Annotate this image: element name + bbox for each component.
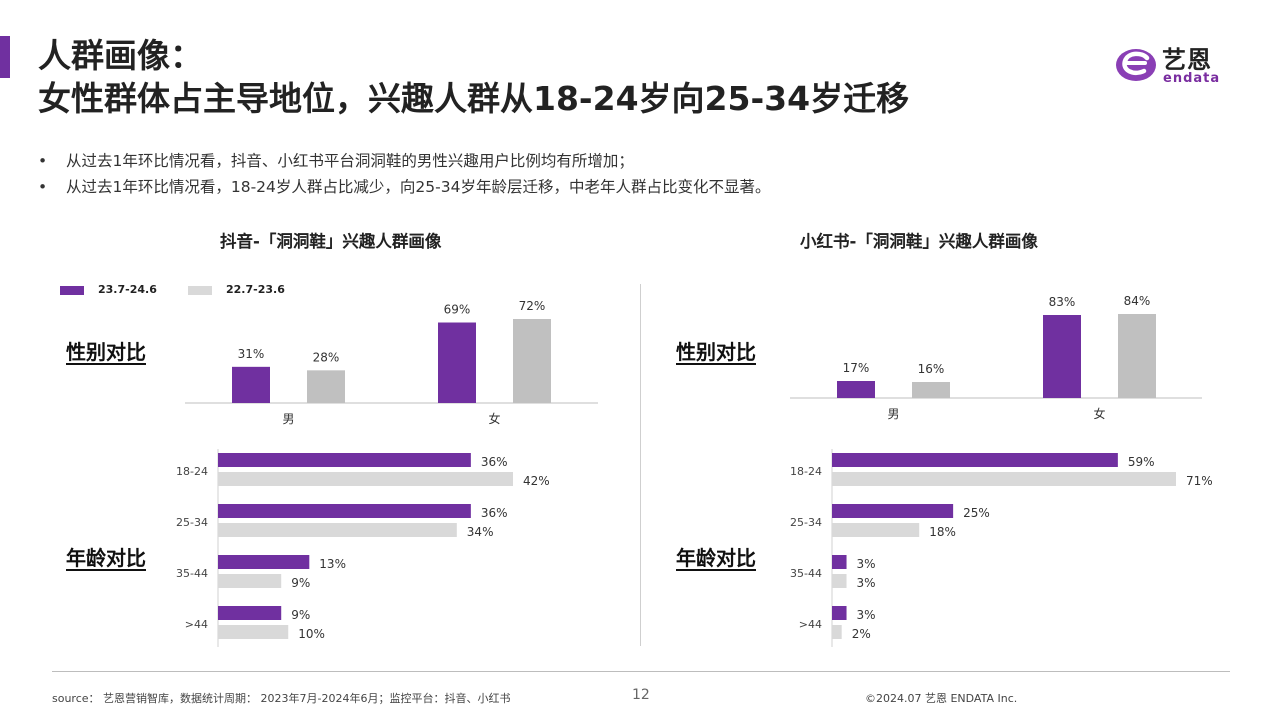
douyin-age-bar	[218, 574, 282, 588]
douyin-gender-bar	[232, 366, 270, 403]
xiaohongshu-gender-category-label: 男	[887, 407, 899, 421]
douyin-gender-category-label: 女	[488, 411, 500, 426]
xiaohongshu-age-category-label: 18-24	[790, 465, 822, 478]
endata-logo: 艺恩 endata	[1114, 40, 1244, 90]
douyin-gender-section-label: 性别对比	[66, 340, 146, 364]
xiaohongshu-gender-bar	[1043, 315, 1081, 398]
douyin-age-bar	[218, 606, 282, 620]
douyin-age-bar	[218, 504, 471, 518]
xiaohongshu-age-data-label: 2%	[852, 627, 871, 641]
douyin-age-section-label: 年龄对比	[66, 546, 146, 570]
endata-e-logo-icon	[1116, 49, 1156, 81]
xiaohongshu-age-bar	[832, 574, 847, 588]
xiaohongshu-age-bar	[832, 453, 1118, 467]
douyin-age-data-label: 10%	[298, 627, 325, 641]
footer-copyright: ©2024.07 艺恩 ENDATA Inc.	[865, 692, 1018, 705]
logo-english-name: endata	[1163, 71, 1221, 86]
xiaohongshu-age-data-label: 3%	[857, 608, 876, 622]
xiaohongshu-gender-bar	[837, 381, 875, 398]
douyin-gender-data-label: 72%	[519, 299, 546, 313]
xiaohongshu-gender-bar	[1118, 314, 1156, 398]
xiaohongshu-gender-data-label: 83%	[1049, 295, 1076, 309]
douyin-age-category-label: 18-24	[176, 465, 208, 478]
xiaohongshu-age-bar	[832, 606, 847, 620]
xiaohongshu-age-data-label: 3%	[857, 576, 876, 590]
douyin-age-data-label: 9%	[291, 576, 310, 590]
xiaohongshu-chart-title: 小红书-「洞洞鞋」兴趣人群画像	[800, 232, 1038, 251]
xiaohongshu-age-category-label: >44	[799, 618, 822, 631]
legend-label-previous: 22.7-23.6	[226, 283, 285, 296]
title-accent-bar	[0, 36, 10, 78]
douyin-gender-bar	[513, 319, 551, 403]
xiaohongshu-age-category-label: 35-44	[790, 567, 822, 580]
page-title-line2: 女性群体占主导地位，兴趣人群从18-24岁向25-34岁迁移	[38, 79, 910, 118]
list-item: • 从过去1年环比情况看，抖音、小红书平台洞洞鞋的男性兴趣用户比例均有所增加；	[38, 148, 770, 174]
douyin-gender-bar	[307, 370, 345, 403]
xiaohongshu-age-bar	[832, 625, 842, 639]
xiaohongshu-gender-section-label: 性别对比	[676, 340, 756, 364]
douyin-age-category-label: 35-44	[176, 567, 208, 580]
legend-item-current: 23.7-24.6	[60, 283, 157, 296]
list-item: • 从过去1年环比情况看，18-24岁人群占比减少，向25-34岁年龄层迁移，中老…	[38, 174, 770, 200]
douyin-chart-title: 抖音-「洞洞鞋」兴趣人群画像	[220, 232, 442, 251]
douyin-age-bar	[218, 555, 310, 569]
xiaohongshu-age-category-label: 25-34	[790, 516, 822, 529]
xiaohongshu-gender-data-label: 17%	[843, 361, 870, 375]
bullet-text: 从过去1年环比情况看，18-24岁人群占比减少，向25-34岁年龄层迁移，中老年…	[66, 178, 771, 196]
douyin-gender-bar	[438, 322, 476, 403]
douyin-age-category-label: 25-34	[176, 516, 208, 529]
xiaohongshu-age-bar	[832, 504, 954, 518]
douyin-gender-category-label: 男	[282, 412, 294, 426]
douyin-age-bar	[218, 453, 471, 467]
xiaohongshu-age-data-label: 25%	[963, 506, 990, 520]
xiaohongshu-gender-category-label: 女	[1093, 406, 1105, 421]
xiaohongshu-age-data-label: 3%	[857, 557, 876, 571]
bullet-dot: •	[38, 152, 48, 170]
xiaohongshu-age-data-label: 71%	[1186, 474, 1213, 488]
douyin-age-bar	[218, 472, 513, 486]
douyin-age-data-label: 13%	[319, 557, 346, 571]
key-findings-list: • 从过去1年环比情况看，抖音、小红书平台洞洞鞋的男性兴趣用户比例均有所增加； •…	[38, 148, 770, 200]
page-title: 人群画像： 女性群体占主导地位，兴趣人群从18-24岁向25-34岁迁移	[38, 34, 909, 120]
xiaohongshu-age-bar	[832, 555, 847, 569]
douyin-gender-data-label: 28%	[313, 350, 340, 364]
xiaohongshu-age-section-label: 年龄对比	[676, 546, 756, 570]
douyin-age-data-label: 36%	[481, 506, 508, 520]
bullet-text: 从过去1年环比情况看，抖音、小红书平台洞洞鞋的男性兴趣用户比例均有所增加；	[66, 152, 634, 170]
page-number: 12	[632, 687, 650, 703]
xiaohongshu-age-bar	[832, 523, 920, 537]
xiaohongshu-gender-bar	[912, 382, 950, 398]
xiaohongshu-age-bar	[832, 472, 1176, 486]
douyin-gender-data-label: 31%	[238, 347, 265, 361]
legend-swatch-current	[60, 285, 84, 295]
logo-chinese-name: 艺恩	[1162, 46, 1212, 74]
douyin-age-bar	[218, 523, 457, 537]
douyin-age-data-label: 36%	[481, 455, 508, 469]
page-title-line1: 人群画像：	[38, 36, 203, 75]
douyin-age-data-label: 34%	[467, 525, 494, 539]
douyin-age-data-label: 42%	[523, 474, 550, 488]
xiaohongshu-age-data-label: 59%	[1128, 455, 1155, 469]
bullet-dot: •	[38, 178, 48, 196]
footer-source: source： 艺恩营销智库，数据统计周期： 2023年7月-2024年6月；监…	[52, 692, 511, 705]
panel-divider	[640, 284, 641, 646]
douyin-age-category-label: >44	[185, 618, 208, 631]
legend-item-previous: 22.7-23.6	[188, 283, 285, 296]
xiaohongshu-gender-data-label: 16%	[918, 362, 945, 376]
legend-swatch-previous	[188, 285, 212, 295]
douyin-age-data-label: 9%	[291, 608, 310, 622]
footer-divider	[52, 671, 1230, 672]
xiaohongshu-gender-data-label: 84%	[1124, 294, 1151, 308]
legend-label-current: 23.7-24.6	[98, 283, 157, 296]
xiaohongshu-age-data-label: 18%	[929, 525, 956, 539]
douyin-age-bar	[218, 625, 289, 639]
douyin-gender-data-label: 69%	[444, 303, 471, 317]
